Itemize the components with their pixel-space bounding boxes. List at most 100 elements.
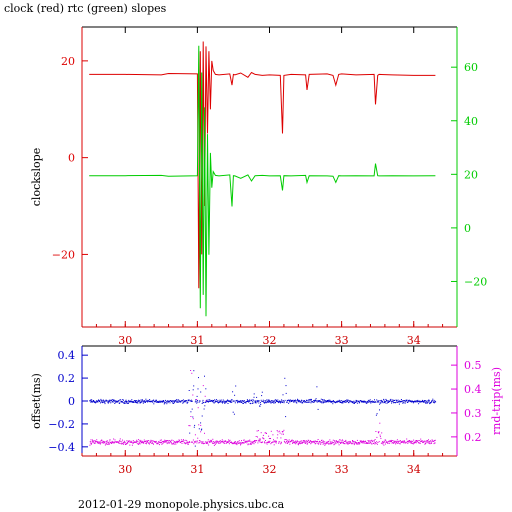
scatter-point — [302, 441, 304, 443]
scatter-point — [257, 430, 259, 432]
scatter-point — [193, 385, 195, 387]
scatter-point — [140, 399, 142, 401]
scatter-point — [433, 443, 435, 445]
scatter-point — [325, 400, 327, 402]
scatter-point — [219, 399, 221, 401]
scatter-point — [286, 401, 288, 403]
scatter-point — [432, 440, 434, 442]
scatter-point — [352, 441, 354, 443]
y2-tick-label: 0.5 — [464, 359, 482, 372]
scatter-point — [308, 399, 310, 401]
scatter-point — [255, 440, 257, 442]
scatter-point — [181, 441, 182, 442]
scatter-point — [426, 442, 428, 444]
scatter-point — [308, 442, 310, 444]
scatter-point — [247, 400, 249, 401]
scatter-point — [222, 401, 224, 403]
scatter-point — [102, 401, 104, 403]
scatter-point — [323, 441, 325, 443]
scatter-point — [402, 402, 404, 404]
scatter-point — [428, 401, 430, 403]
scatter-point — [163, 403, 165, 405]
scatter-point — [145, 401, 146, 403]
scatter-point — [275, 401, 276, 403]
scatter-point — [363, 400, 365, 402]
scatter-point — [374, 401, 376, 403]
scatter-point — [431, 400, 433, 402]
scatter-point — [262, 400, 264, 402]
scatter-point — [385, 401, 387, 403]
scatter-point — [208, 441, 210, 442]
scatter-point — [204, 441, 206, 443]
scatter-point — [378, 432, 379, 434]
scatter-point — [380, 402, 382, 404]
scatter-point — [221, 399, 223, 401]
scatter-point — [389, 441, 391, 443]
scatter-point — [423, 441, 425, 443]
scatter-point — [226, 442, 228, 444]
scatter-point — [230, 399, 232, 401]
scatter-point — [211, 441, 213, 443]
scatter-point — [409, 441, 411, 443]
scatter-point — [342, 441, 344, 443]
scatter-point — [269, 440, 271, 442]
scatter-point — [404, 402, 406, 404]
scatter-point — [250, 403, 252, 405]
scatter-point — [320, 443, 322, 445]
scatter-point — [142, 402, 144, 404]
scatter-point — [235, 443, 237, 445]
scatter-point — [237, 402, 239, 404]
scatter-point — [171, 439, 173, 441]
scatter-point — [285, 385, 287, 387]
scatter-point — [309, 399, 311, 401]
scatter-point — [214, 399, 216, 401]
scatter-point — [162, 401, 164, 403]
scatter-point — [346, 401, 348, 402]
scatter-point — [243, 439, 245, 441]
scatter-point — [119, 439, 121, 441]
scatter-point — [364, 401, 366, 403]
scatter-point — [427, 401, 429, 403]
scatter-point — [198, 424, 200, 426]
scatter-point — [188, 443, 189, 445]
y-tick-label: −20 — [52, 248, 75, 261]
scatter-point — [195, 400, 197, 402]
scatter-point — [393, 440, 395, 442]
scatter-point — [379, 409, 380, 411]
scatter-point — [397, 399, 399, 401]
scatter-point — [389, 442, 391, 444]
scatter-point — [368, 441, 370, 443]
scatter-point — [356, 400, 358, 402]
scatter-point — [145, 400, 147, 402]
scatter-point — [236, 443, 238, 445]
scatter-point — [375, 401, 377, 403]
scatter-point — [406, 438, 408, 440]
scatter-point — [109, 443, 110, 445]
scatter-point — [161, 441, 163, 443]
scatter-point — [402, 441, 404, 443]
scatter-point — [113, 399, 115, 401]
scatter-point — [306, 443, 308, 445]
scatter-point — [253, 396, 255, 398]
scatter-point — [433, 441, 435, 442]
scatter-point — [384, 441, 386, 443]
scatter-point — [306, 442, 308, 444]
scatter-point — [276, 400, 278, 402]
scatter-point — [90, 401, 92, 403]
scatter-point — [174, 441, 176, 443]
scatter-point — [148, 443, 150, 445]
scatter-point — [155, 440, 157, 442]
scatter-point — [360, 400, 362, 402]
scatter-point — [104, 441, 106, 443]
scatter-point — [384, 401, 385, 403]
scatter-point — [321, 401, 323, 403]
scatter-point — [289, 443, 291, 445]
scatter-point — [217, 402, 219, 404]
scatter-point — [309, 401, 311, 403]
scatter-point — [319, 400, 321, 402]
scatter-point — [113, 400, 114, 402]
scatter-point — [347, 443, 349, 445]
scatter-point — [231, 442, 233, 444]
scatter-point — [92, 401, 94, 403]
scatter-point — [331, 443, 332, 445]
